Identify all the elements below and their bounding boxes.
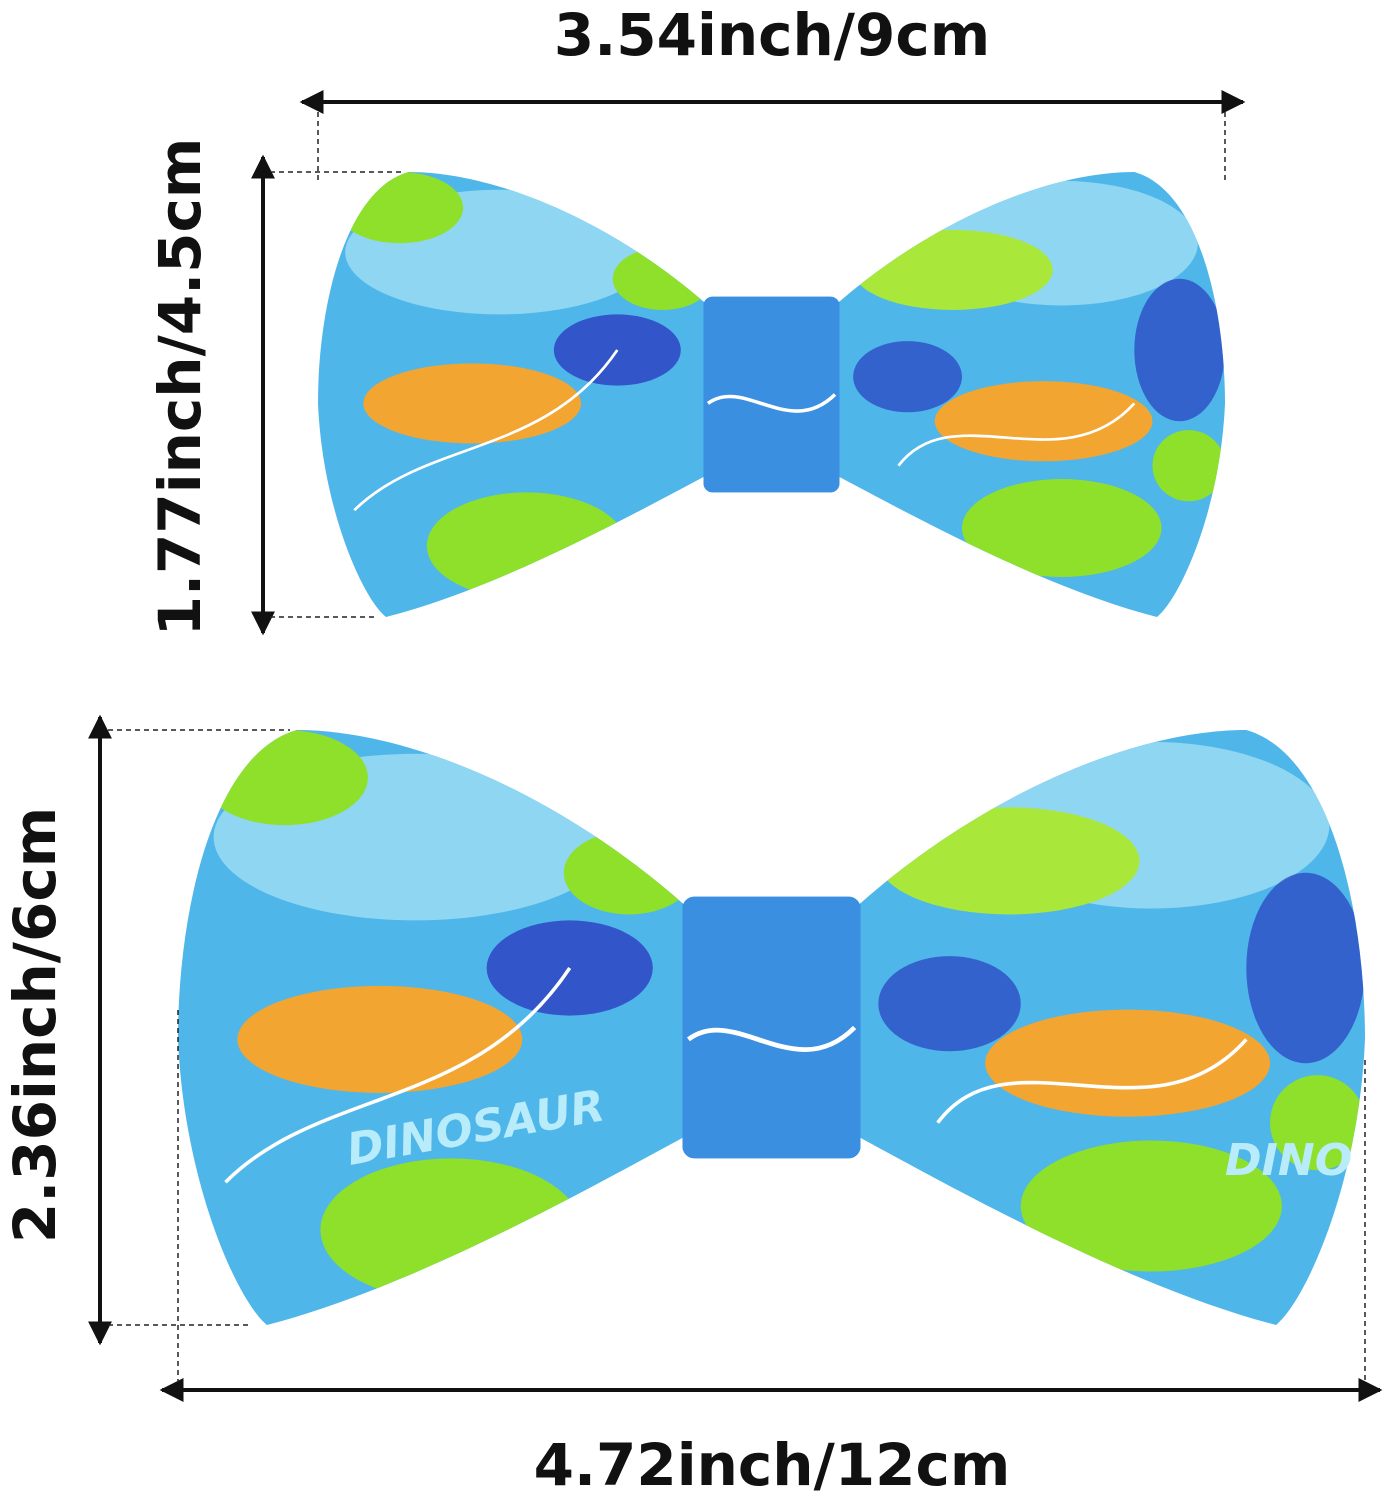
fabric-print-dino: DINO bbox=[1225, 1135, 1352, 1186]
large-width-label: 4.72inch/12cm bbox=[534, 1431, 1011, 1499]
small-height-label: 1.77inch/4.5cm bbox=[146, 138, 214, 637]
large-height-dimension: 2.36inch/6cm bbox=[1, 714, 290, 1346]
small-width-label: 3.54inch/9cm bbox=[554, 1, 990, 69]
large-width-dimension: 4.72inch/12cm bbox=[159, 1010, 1383, 1499]
small-height-dimension: 1.77inch/4.5cm bbox=[146, 138, 405, 637]
large-bow-tie bbox=[178, 730, 1365, 1325]
small-width-dimension: 3.54inch/9cm bbox=[299, 1, 1246, 180]
small-bow-tie bbox=[318, 172, 1225, 617]
large-height-label: 2.36inch/6cm bbox=[1, 807, 69, 1243]
